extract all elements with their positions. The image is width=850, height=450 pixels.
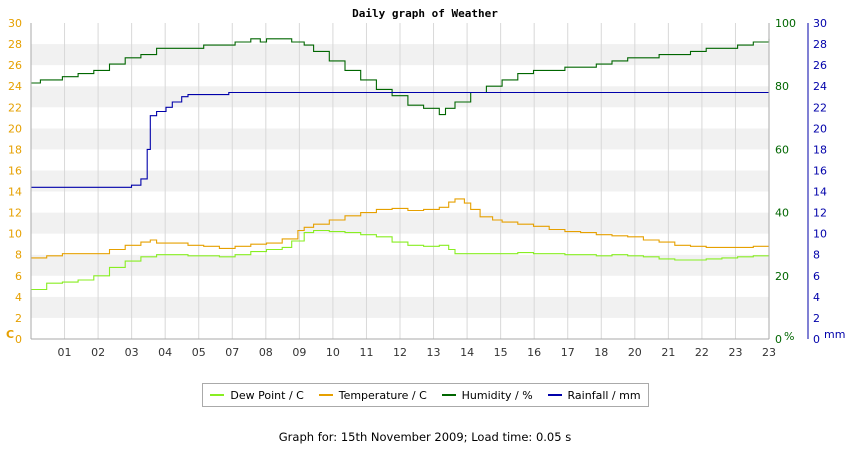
temperature-tick-label: 12: [8, 207, 22, 220]
temperature-tick-label: 8: [15, 249, 22, 262]
rainfall-tick-label: 4: [813, 291, 820, 304]
rainfall-tick-label: 26: [813, 59, 827, 72]
x-tick-label: 18: [594, 346, 608, 359]
x-tick-label: 09: [292, 346, 306, 359]
series-line-temperature: [31, 198, 769, 259]
rainfall-tick-label: 16: [813, 164, 827, 177]
rainfall-tick-label: 6: [813, 270, 820, 283]
temperature-tick-label: 26: [8, 59, 22, 72]
temperature-tick-label: 14: [8, 186, 22, 199]
legend-item-rainfall: Rainfall / mm: [547, 388, 641, 402]
x-tick-label: 13: [427, 346, 441, 359]
x-tick-label: 23: [728, 346, 742, 359]
humidity-tick-label: 20: [775, 270, 789, 283]
x-tick-label: 07: [225, 346, 239, 359]
temperature-tick-label: 4: [15, 291, 22, 304]
rainfall-tick-label: 0: [813, 333, 820, 346]
rainfall-tick-label: 28: [813, 38, 827, 51]
rainfall-axis-unit: mm: [824, 328, 845, 341]
rainfall-tick-label: 2: [813, 312, 820, 325]
legend-item-humidity: Humidity / %: [441, 388, 533, 402]
rainfall-tick-label: 10: [813, 228, 827, 241]
series-line-dew-point: [31, 229, 770, 291]
temperature-tick-label: 16: [8, 164, 22, 177]
legend-item-temperature: Temperature / C: [318, 388, 427, 402]
x-tick-label: 10: [326, 346, 340, 359]
x-tick-label: 01: [58, 346, 72, 359]
rainfall-tick-label: 20: [813, 122, 827, 135]
vertical-grid: [64, 23, 770, 339]
legend-label: Rainfall / mm: [567, 388, 641, 402]
x-tick-label: 20: [628, 346, 642, 359]
axes-layer: [30, 23, 809, 340]
x-tick-label: 16: [527, 346, 541, 359]
humidity-axis-ticks: 0 20 40 60 80 100: [775, 17, 796, 346]
x-tick-label: 22: [695, 346, 709, 359]
temperature-tick-label: 0: [15, 333, 22, 346]
temperature-tick-label: 24: [8, 80, 22, 93]
legend-swatch-humidity: [441, 394, 456, 396]
legend-swatch-dew-point: [210, 394, 225, 396]
temperature-tick-label: 22: [8, 101, 22, 114]
temperature-tick-label: 10: [8, 228, 22, 241]
legend-label: Dew Point / C: [230, 388, 304, 402]
series-layer: [31, 38, 770, 291]
legend-item-dew-point: Dew Point / C: [210, 388, 304, 402]
x-tick-label: 11: [359, 346, 373, 359]
temperature-tick-label: 20: [8, 122, 22, 135]
rainfall-tick-label: 8: [813, 249, 820, 262]
series-line-rainfall: [31, 91, 769, 188]
humidity-tick-label: 100: [775, 17, 796, 30]
x-tick-label: 14: [460, 346, 474, 359]
rainfall-tick-label: 12: [813, 207, 827, 220]
rainfall-tick-label: 22: [813, 101, 827, 114]
temperature-axis-unit: C: [6, 328, 14, 341]
legend-label: Temperature / C: [338, 388, 427, 402]
x-tick-label: 03: [125, 346, 139, 359]
legend-swatch-rainfall: [547, 394, 562, 396]
x-tick-label: 23: [762, 346, 776, 359]
graph-footer: Graph for: 15th November 2009; Load time…: [278, 430, 572, 444]
humidity-tick-label: 60: [775, 143, 789, 156]
chart-legend: Dew Point / C Temperature / C Humidity /…: [202, 383, 649, 407]
temperature-tick-label: 6: [15, 270, 22, 283]
rainfall-tick-label: 18: [813, 143, 827, 156]
x-tick-label: 17: [561, 346, 575, 359]
temperature-tick-label: 28: [8, 38, 22, 51]
humidity-tick-label: 80: [775, 80, 789, 93]
legend-label: Humidity / %: [461, 388, 533, 402]
x-tick-label: 05: [192, 346, 206, 359]
temperature-tick-label: 30: [8, 17, 22, 30]
x-tick-label: 21: [661, 346, 675, 359]
rainfall-tick-label: 30: [813, 17, 827, 30]
rainfall-tick-label: 14: [813, 186, 827, 199]
humidity-tick-label: 40: [775, 207, 789, 220]
x-axis-ticks: 01 02 03 04 05 07 08 09 10 11 12 13 14 15 16 17 18 20 21 22…: [58, 346, 776, 359]
temperature-tick-label: 2: [15, 312, 22, 325]
humidity-tick-label: 0: [775, 333, 782, 346]
x-tick-label: 08: [259, 346, 273, 359]
legend-swatch-temperature: [318, 394, 333, 396]
x-tick-label: 15: [494, 346, 508, 359]
x-tick-label: 12: [393, 346, 407, 359]
chart-title: Daily graph of Weather: [352, 7, 498, 20]
humidity-axis-unit: %: [784, 330, 794, 343]
x-tick-label: 04: [158, 346, 172, 359]
x-tick-label: 02: [91, 346, 105, 359]
temperature-tick-label: 18: [8, 143, 22, 156]
rainfall-tick-label: 24: [813, 80, 827, 93]
